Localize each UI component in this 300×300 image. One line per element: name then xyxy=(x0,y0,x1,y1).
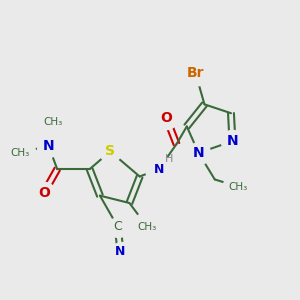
Text: N: N xyxy=(154,163,164,176)
Text: N: N xyxy=(193,146,204,160)
Text: O: O xyxy=(38,186,50,200)
Text: Br: Br xyxy=(187,66,204,80)
Text: H: H xyxy=(165,154,173,164)
Text: CH₃: CH₃ xyxy=(137,222,157,232)
Text: N: N xyxy=(43,139,54,153)
Text: N: N xyxy=(116,245,126,258)
Text: C: C xyxy=(113,220,122,233)
Text: CH₃: CH₃ xyxy=(229,182,248,192)
Text: CH₃: CH₃ xyxy=(43,117,62,127)
Text: S: S xyxy=(105,145,115,158)
Text: O: O xyxy=(160,111,172,124)
Text: N: N xyxy=(226,134,238,148)
Text: CH₃: CH₃ xyxy=(11,148,30,158)
